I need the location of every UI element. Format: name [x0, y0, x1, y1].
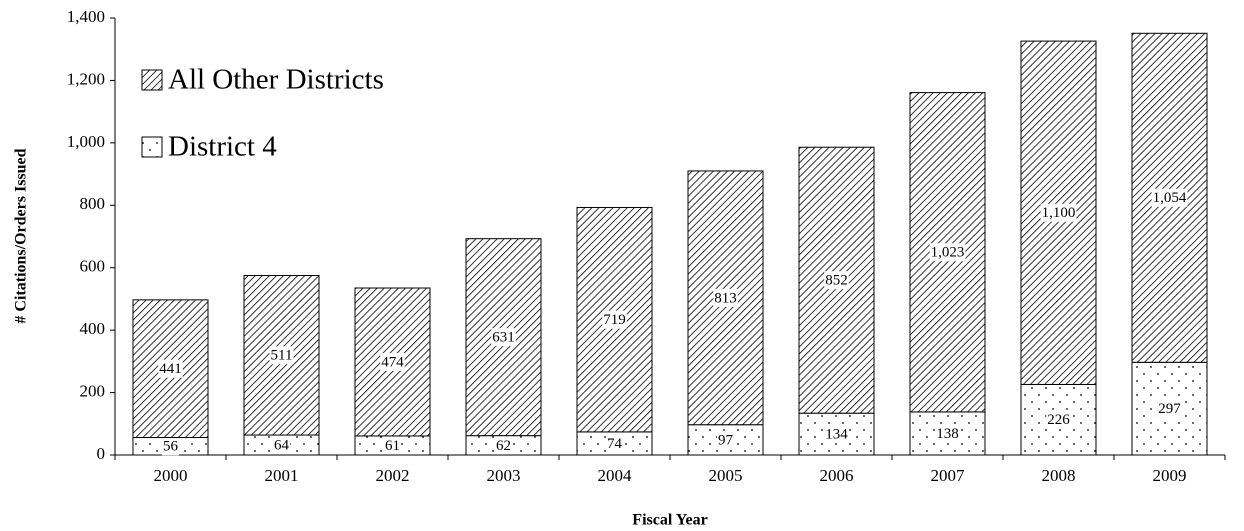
data-label: 226 — [1047, 412, 1070, 428]
y-tick-label: 1,400 — [67, 7, 105, 26]
data-label: 813 — [714, 290, 737, 306]
y-tick-label: 1,000 — [67, 132, 105, 151]
y-axis-title: # Citations/Orders Issued — [13, 148, 30, 323]
y-tick-label: 800 — [80, 194, 106, 213]
label-bg — [380, 352, 405, 371]
y-tick-label: 600 — [80, 257, 106, 276]
data-label: 441 — [159, 361, 182, 377]
x-tick-label: 2006 — [820, 466, 854, 485]
x-tick-label: 2002 — [376, 466, 410, 485]
label-bg — [929, 243, 966, 262]
data-label: 61 — [385, 438, 400, 454]
x-axis-title: Fiscal Year — [632, 512, 707, 529]
label-bg — [495, 436, 512, 455]
label-bg — [1157, 399, 1182, 418]
data-label: 1,100 — [1042, 205, 1076, 221]
label-bg — [602, 310, 627, 329]
legend-swatch — [141, 136, 163, 158]
data-label: 1,054 — [1153, 190, 1187, 206]
x-tick-label: 2005 — [709, 466, 743, 485]
data-label: 511 — [271, 348, 293, 364]
label-bg — [713, 288, 738, 307]
data-label: 719 — [603, 312, 626, 328]
x-tick-label: 2004 — [598, 466, 633, 485]
data-label: 97 — [718, 432, 734, 448]
data-label: 474 — [381, 354, 404, 370]
x-tick-label: 2000 — [154, 466, 188, 485]
label-bg — [1040, 203, 1077, 222]
label-bg — [273, 436, 290, 455]
label-bg — [158, 359, 183, 378]
data-label: 62 — [496, 438, 511, 454]
label-bg — [824, 425, 849, 444]
x-tick-label: 2008 — [1042, 466, 1076, 485]
data-label: 631 — [492, 330, 515, 346]
label-bg — [824, 271, 849, 290]
label-bg — [269, 346, 294, 365]
data-label: 852 — [825, 273, 848, 289]
x-tick-label: 2001 — [265, 466, 299, 485]
legend-swatch — [141, 69, 163, 91]
data-label: 297 — [1158, 401, 1181, 417]
data-label: 134 — [825, 427, 848, 443]
label-bg — [491, 328, 516, 347]
legend-label: All Other Districts — [168, 64, 384, 96]
label-bg — [162, 437, 179, 456]
y-tick-label: 1,200 — [67, 69, 105, 88]
label-bg — [384, 436, 401, 455]
label-bg — [1046, 410, 1071, 429]
label-bg — [935, 424, 960, 443]
x-tick-label: 2007 — [931, 466, 966, 485]
data-label: 138 — [936, 426, 959, 442]
data-label: 56 — [163, 439, 179, 455]
y-tick-label: 0 — [97, 444, 106, 463]
x-tick-label: 2009 — [1153, 466, 1187, 485]
bar-segment — [909, 92, 986, 413]
label-bg — [1151, 188, 1188, 207]
data-label: 74 — [607, 436, 623, 452]
data-label: 1,023 — [931, 245, 965, 261]
x-tick-label: 2003 — [487, 466, 521, 485]
data-label: 64 — [274, 437, 290, 453]
legend-label: District 4 — [168, 131, 277, 163]
y-tick-label: 200 — [80, 381, 106, 400]
label-bg — [606, 434, 623, 453]
label-bg — [717, 430, 734, 449]
y-tick-label: 400 — [80, 319, 106, 338]
